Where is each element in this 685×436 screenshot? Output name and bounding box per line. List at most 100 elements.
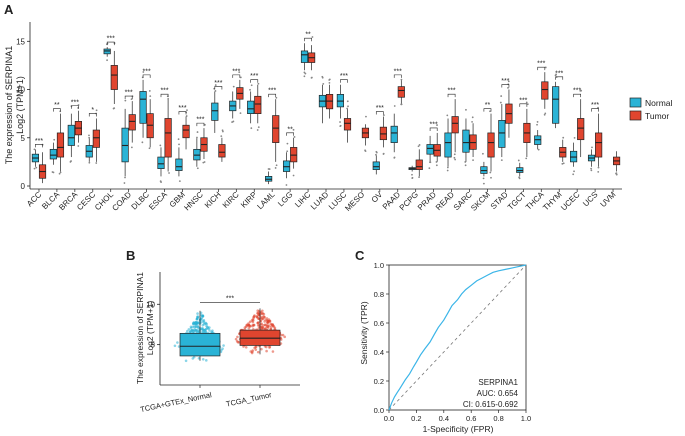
panel-a-xtick-label-brca: BRCA [57,190,80,213]
outlier-point [250,84,253,87]
box-tumor-stad [505,89,513,138]
sig-label-chol: *** [107,36,115,43]
sig-bracket-esca [160,93,169,98]
jitter-point [259,323,263,326]
sig-label-kirp: *** [250,73,258,80]
box-tumor-pcpg [415,149,423,177]
sig-bracket-kirp [250,79,259,83]
outlier-point [347,105,349,108]
outlier-point [95,162,98,164]
box-tumor-ov [379,116,387,148]
box [92,129,100,148]
panel-a-xtick-label-kich: KICH [203,190,223,210]
sig-bracket-kich [214,86,223,90]
panel-c-ytick-label: 0.8 [374,290,384,299]
jitter-point [184,359,188,363]
outlier-point [525,101,528,104]
legend-normal-swatch [629,97,642,108]
box [487,132,495,158]
sig-bracket-lihc [304,37,312,42]
box-tumor-brca [74,110,82,143]
jitter-point [205,322,209,326]
outlier-point [303,71,306,74]
sig-label-lusc: *** [340,73,348,80]
box-normal-thym [552,81,560,129]
outlier-point [286,150,289,153]
jitter-point [193,329,197,333]
box-normal-pcpg [408,165,416,172]
jitter-point [259,319,262,323]
panel-c-ytick-label: 0.4 [374,348,384,357]
outlier-point [70,160,72,162]
sig-label-read: *** [447,88,455,95]
jitter-point [199,311,203,315]
sig-bracket-tgct [519,103,528,107]
jitter-point [242,345,245,348]
jitter-point [197,356,201,360]
outlier-point [536,121,539,123]
panel-a-xtick-label-pcpg: PCPG [398,190,420,212]
box [182,124,190,139]
sig-label-stad: *** [501,78,509,85]
jitter-point [194,325,197,329]
outlier-point [418,144,421,146]
panel-a-xtick-label-ucs: UCS [581,190,599,208]
box-normal-dlbc [139,79,147,138]
box-tumor-uvm [613,151,621,172]
box [157,156,165,169]
jitter-point [253,314,256,317]
outlier-point [536,123,538,126]
jitter-point [186,329,189,333]
outlier-point [303,75,306,78]
jitter-point [265,325,269,328]
jitter-point [202,319,205,323]
box [541,81,549,100]
outlier-point [257,126,260,129]
outlier-point [124,176,126,179]
box-tumor-chol [110,50,118,104]
jitter-point [247,322,250,325]
outlier-point [58,172,61,175]
box [56,132,65,158]
outlier-point [159,144,162,147]
jitter-point [220,348,223,352]
jitter-point [187,328,191,331]
jitter-point [281,333,285,337]
outlier-point [500,159,503,162]
sig-bracket-kirc [232,74,241,78]
box [272,115,280,143]
jitter-point [191,322,195,326]
jitter-point [254,348,258,351]
box-tumor-read [451,99,459,153]
sig-label-lihc: ** [305,32,311,39]
box [110,65,118,90]
outlier-point [393,156,396,159]
outlier-point [507,86,509,89]
box [426,144,434,155]
outlier-point [543,113,546,116]
box-normal-chol [103,47,111,57]
outlier-point [321,76,324,79]
panel-b-xtick-label-1: TCGA_Tumor [225,390,273,409]
panel-a-xtick-label-esca: ESCA [147,190,169,212]
outlier-point [471,116,474,119]
outlier-point [400,103,403,106]
outlier-point [482,177,485,180]
panel-a-xtick-label-kirp: KIRP [239,190,259,210]
outlier-point [185,115,188,117]
panel-c-ytick-label: 0.6 [374,319,384,328]
sig-bracket-ucec [573,93,582,98]
box-normal-paad [390,113,398,153]
box-normal-skcm [480,161,488,177]
outlier-point [250,127,253,130]
outlier-point [573,170,575,173]
outlier-point [339,124,342,127]
outlier-point [453,156,456,159]
panel-a-xtick-label-ucec: UCEC [559,190,582,213]
box [179,332,221,357]
jitter-point [251,324,254,328]
outlier-point [177,138,180,141]
sig-bracket-lgg [286,132,294,136]
outlier-point [382,152,385,155]
outlier-point [544,112,547,115]
